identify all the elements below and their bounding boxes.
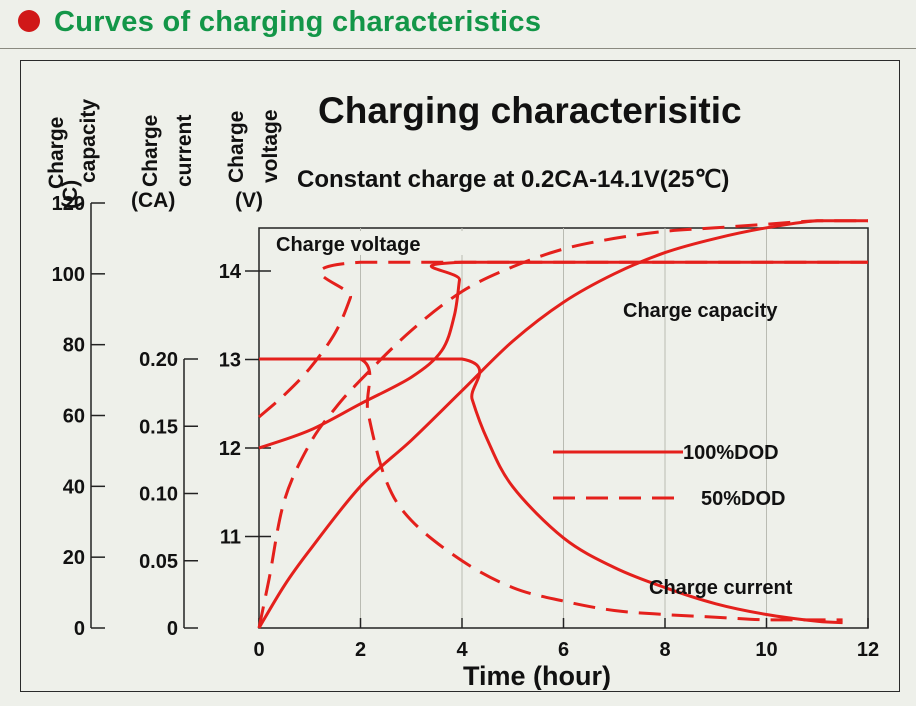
- current-tick-label: 0.15: [139, 416, 178, 438]
- capacity-tick-label: 120: [52, 193, 85, 215]
- voltage-tick-label: 14: [219, 261, 242, 283]
- capacity-tick-label: 40: [63, 476, 85, 498]
- current-axis-label: Charge current (CA): [131, 115, 196, 212]
- capacity-tick-label: 100: [52, 264, 85, 286]
- capacity-axis-label: Charge (C) capacity: [45, 99, 100, 209]
- x-tick-label: 10: [755, 639, 777, 661]
- voltage-50dod-line: [258, 260, 868, 419]
- capacity-100dod-line: [257, 219, 868, 629]
- charge-capacity-label: Charge capacity: [623, 300, 778, 322]
- legend-label-50dod: 50%DOD: [701, 488, 785, 510]
- current-axis: 0 0.05 0.10 0.15 0.20: [139, 349, 198, 640]
- current-tick-label: 0: [167, 618, 178, 640]
- legend-label-100dod: 100%DOD: [683, 442, 779, 464]
- charge-voltage-label-bg: [269, 231, 485, 255]
- series-lines: [257, 219, 868, 629]
- capacity-tick-label: 20: [63, 547, 85, 569]
- current-tick-label: 0.05: [139, 551, 178, 573]
- x-tick-label: 8: [659, 639, 670, 661]
- voltage-tick-label: 13: [219, 350, 241, 372]
- x-tick-label: 6: [558, 639, 569, 661]
- voltage-axis-label: Charge voltage (V): [225, 109, 282, 212]
- current-tick-label: 0.10: [139, 484, 178, 506]
- x-tick-label: 12: [857, 639, 879, 661]
- current-tick-label: 0.20: [139, 349, 178, 371]
- capacity-axis-label-bottom: (C): [59, 180, 82, 209]
- charging-chart: Charging characterisitic Constant charge…: [45, 90, 879, 691]
- capacity-tick-label: 0: [74, 618, 85, 640]
- x-axis-label: Time (hour): [463, 661, 611, 690]
- voltage-tick-label: 11: [220, 527, 241, 549]
- capacity-50dod-line: [257, 219, 868, 629]
- current-100dod-line: [259, 357, 843, 625]
- current-axis-label-bottom: (CA): [131, 189, 175, 212]
- voltage-axis-label-bottom: (V): [235, 189, 263, 212]
- current-axis-label-top: Charge: [139, 115, 162, 187]
- current-50dod-line: [259, 357, 843, 622]
- legend: 100%DOD 50%DOD: [553, 442, 785, 510]
- charge-voltage-label: Charge voltage: [276, 234, 420, 256]
- time-axis: 0 2 4 6 8 10 12: [253, 618, 879, 661]
- x-tick-label: 4: [456, 639, 468, 661]
- capacity-axis-label-right: capacity: [77, 99, 100, 183]
- x-tick-label: 0: [253, 639, 264, 661]
- charge-current-label: Charge current: [649, 577, 793, 599]
- capacity-tick-label: 60: [63, 406, 85, 428]
- voltage-axis-label-top: Charge: [225, 111, 248, 183]
- capacity-axis: 0 20 40 60 80 100 120: [52, 193, 105, 640]
- capacity-axis-label-top: Charge: [45, 117, 68, 189]
- chart-title: Charging characterisitic: [318, 90, 742, 131]
- current-axis-label-right: current: [173, 115, 196, 187]
- chart-subtitle: Constant charge at 0.2CA-14.1V(25℃): [297, 166, 729, 193]
- voltage-tick-label: 12: [219, 438, 241, 460]
- section-title: Curves of charging characteristics: [54, 6, 542, 38]
- chart-frame: Charging characterisitic Constant charge…: [20, 60, 900, 692]
- voltage-axis: 11 12 13 14: [219, 261, 271, 549]
- red-bullet-icon: [18, 10, 40, 32]
- x-tick-label: 2: [355, 639, 366, 661]
- voltage-axis-label-right: voltage: [259, 109, 282, 183]
- page-header: Curves of charging characteristics: [0, 0, 916, 49]
- capacity-tick-label: 80: [63, 335, 85, 357]
- plot-gridlines: [360, 228, 767, 628]
